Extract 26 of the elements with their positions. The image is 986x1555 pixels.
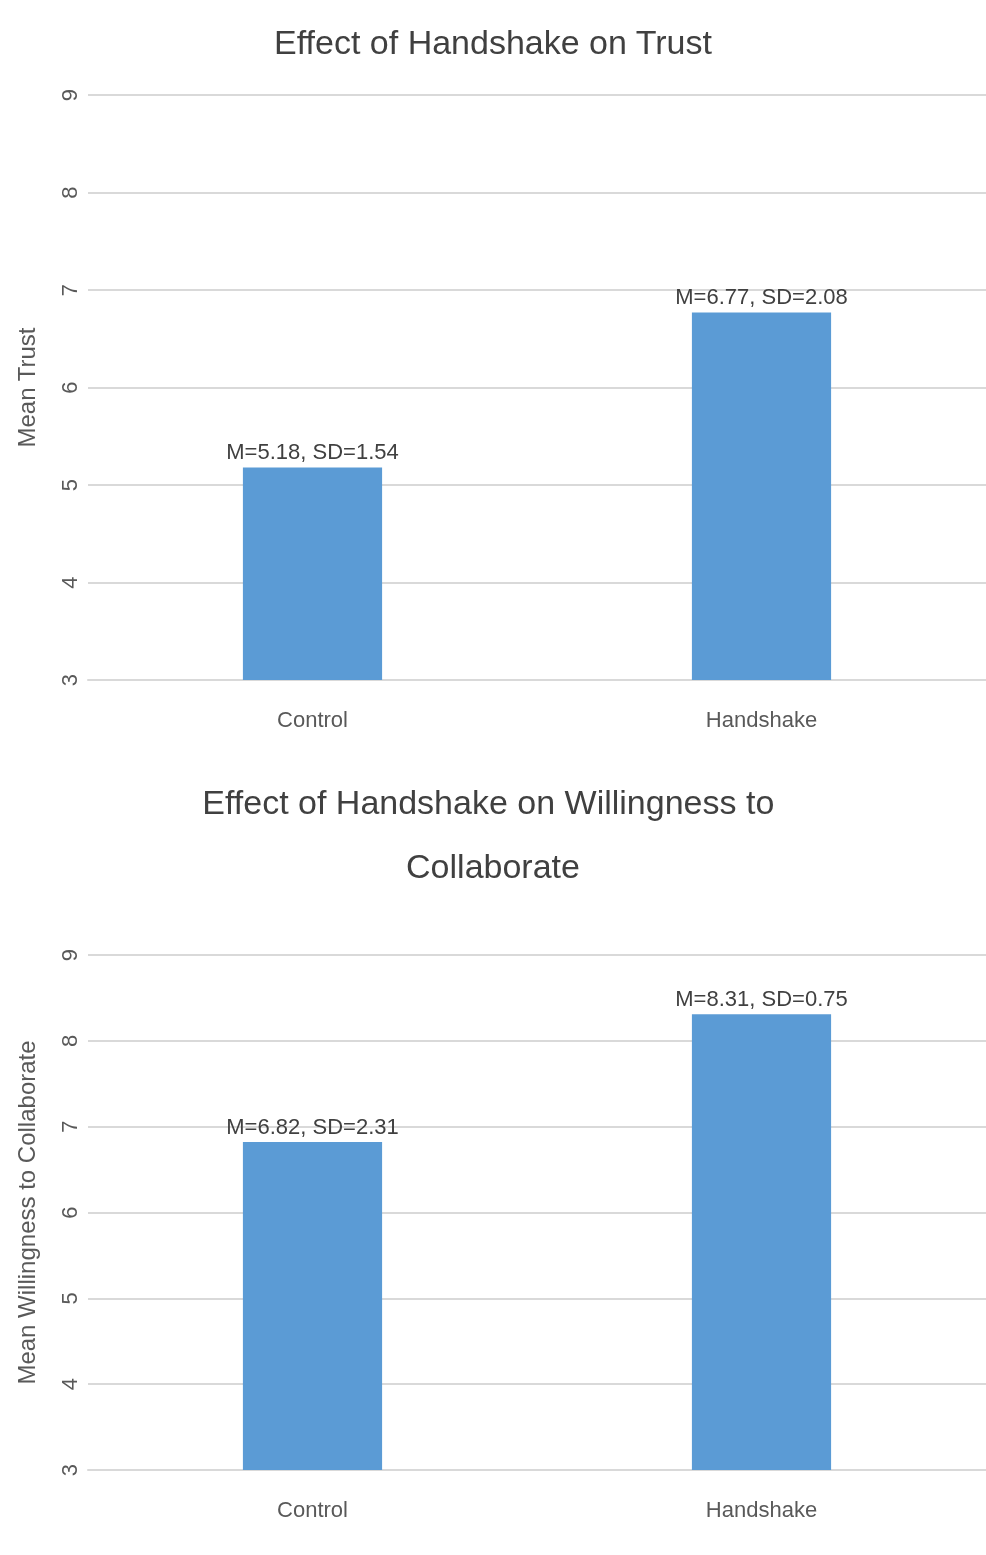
y-tick-label: 6	[56, 1206, 82, 1219]
chart-title: Effect of Handshake on Trust	[274, 23, 713, 61]
y-tick-label: 4	[56, 1378, 82, 1391]
data-label: M=8.31, SD=0.75	[675, 985, 848, 1011]
y-tick-label: 9	[56, 948, 82, 962]
y-tick-label: 3	[56, 1463, 82, 1477]
y-axis-title: Mean Willingness to Collaborate	[12, 1040, 40, 1385]
y-tick-label: 7	[56, 283, 82, 297]
y-tick-label: 5	[56, 1292, 82, 1305]
data-label: M=6.82, SD=2.31	[226, 1113, 399, 1139]
data-label: M=6.77, SD=2.08	[675, 283, 848, 309]
data-label: M=5.18, SD=1.54	[226, 438, 399, 464]
x-tick-label: Handshake	[705, 706, 818, 732]
y-tick-label: 8	[56, 186, 82, 199]
y-tick-label: 4	[56, 576, 82, 589]
y-axis-title: Mean Trust	[12, 327, 40, 448]
y-tick-label: 7	[56, 1120, 82, 1133]
chart-title: Effect of Handshake on Willingness to Collaborate	[202, 783, 784, 885]
y-tick-label: 3	[56, 673, 82, 687]
y-tick-label: 9	[56, 88, 82, 102]
y-tick-label: 8	[56, 1034, 82, 1047]
x-tick-label: Control	[277, 1496, 348, 1522]
y-tick-label: 6	[56, 381, 82, 394]
x-tick-label: Control	[277, 706, 348, 732]
x-tick-label: Handshake	[705, 1496, 818, 1522]
y-tick-label: 5	[56, 478, 82, 492]
